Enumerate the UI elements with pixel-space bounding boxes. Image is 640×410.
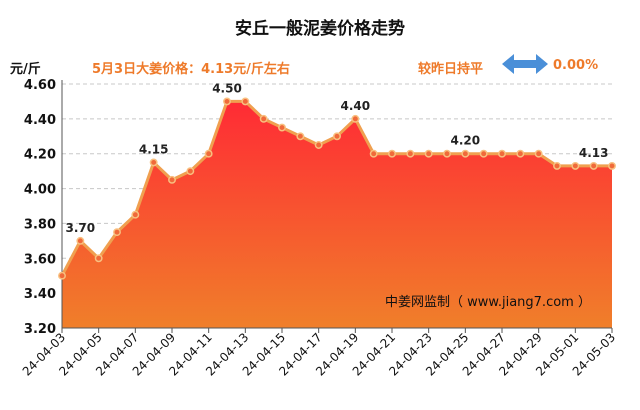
data-point — [333, 132, 341, 141]
data-label: 4.15 — [139, 142, 169, 156]
data-label: 4.40 — [341, 99, 371, 113]
y-tick-label: 4.20 — [24, 148, 56, 163]
data-point — [131, 210, 140, 219]
data-point — [406, 149, 415, 158]
y-tick-label: 3.20 — [24, 322, 56, 337]
data-point — [498, 149, 506, 158]
data-point — [443, 149, 451, 158]
data-point — [534, 149, 543, 158]
data-point — [296, 132, 305, 141]
data-point — [259, 114, 268, 123]
data-point — [58, 271, 66, 280]
data-point — [608, 161, 616, 170]
data-point — [516, 149, 525, 158]
data-point — [388, 149, 396, 158]
data-point — [479, 149, 488, 158]
data-point — [424, 149, 433, 158]
data-point — [149, 158, 158, 167]
y-tick-label: 3.80 — [24, 217, 56, 232]
watermark-text: 中姜网监制（ www.jiang7.com ） — [385, 295, 591, 310]
data-point — [369, 149, 378, 158]
compare-label: 较昨日持平 — [418, 62, 484, 77]
data-point — [168, 175, 176, 184]
data-label: 3.70 — [66, 221, 96, 235]
data-point — [113, 228, 121, 237]
data-point — [186, 167, 195, 176]
y-axis-unit: 元/斤 — [10, 62, 41, 77]
data-point — [204, 149, 213, 158]
chart-title: 安丘一般泥姜价格走势 — [235, 19, 405, 39]
data-point — [314, 141, 323, 149]
data-point — [589, 161, 598, 170]
data-point — [553, 161, 561, 170]
data-point — [351, 114, 360, 123]
data-label: 4.20 — [451, 134, 481, 148]
data-point — [241, 97, 250, 106]
data-point — [76, 236, 85, 245]
data-point — [278, 123, 286, 132]
data-label: 4.50 — [212, 81, 242, 95]
y-tick-label: 4.00 — [24, 183, 56, 198]
data-point — [571, 161, 580, 170]
y-tick-label: 3.40 — [24, 287, 56, 302]
data-point — [223, 97, 231, 106]
y-tick-label: 3.60 — [24, 252, 56, 267]
y-tick-label: 4.40 — [24, 113, 56, 128]
price-summary: 5月3日大姜价格：4.13元/斤左右 — [92, 62, 290, 77]
y-tick-label: 4.60 — [24, 78, 56, 93]
area-fill — [62, 101, 612, 328]
change-value: 0.00% — [553, 58, 599, 73]
data-point — [94, 254, 103, 263]
data-point — [461, 149, 470, 158]
data-label: 4.13 — [579, 146, 609, 160]
double-arrow-icon — [502, 54, 548, 74]
